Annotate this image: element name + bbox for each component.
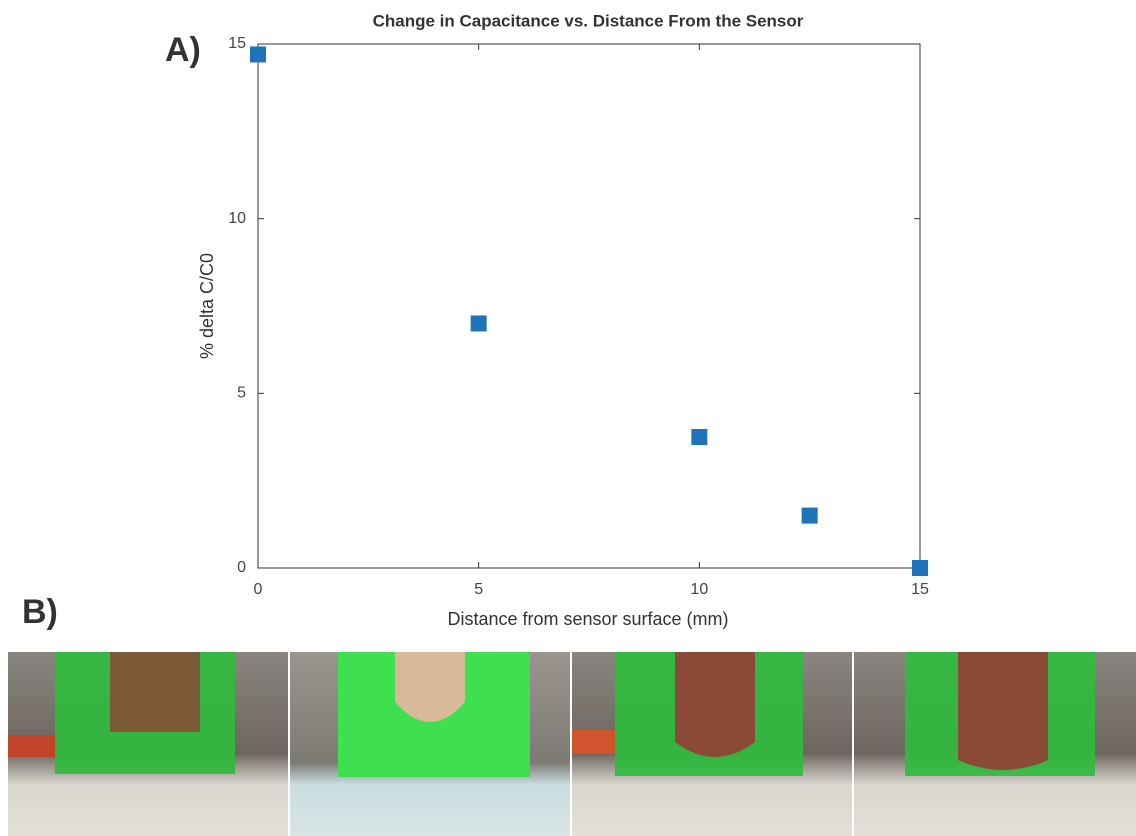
figure: A) B) Change in Capacitance vs. Distance… bbox=[0, 0, 1136, 836]
y-tick-label: 5 bbox=[237, 385, 246, 402]
photo bbox=[572, 652, 852, 836]
panel-label: B) bbox=[22, 593, 58, 631]
photo bbox=[854, 652, 1136, 836]
marker bbox=[802, 508, 818, 524]
marker bbox=[471, 315, 487, 331]
photo bbox=[290, 652, 570, 836]
marker bbox=[250, 46, 266, 62]
y-tick-label: 15 bbox=[228, 35, 246, 52]
y-axis-label: % delta C/C0 bbox=[197, 253, 217, 359]
x-axis-label: Distance from sensor surface (mm) bbox=[447, 609, 728, 629]
x-tick-label: 5 bbox=[474, 581, 483, 598]
x-tick-label: 0 bbox=[254, 581, 263, 598]
y-tick-label: 0 bbox=[237, 559, 246, 576]
plot-frame bbox=[258, 44, 920, 568]
marker bbox=[691, 429, 707, 445]
photo bbox=[8, 652, 288, 836]
chart-title: Change in Capacitance vs. Distance From … bbox=[373, 11, 804, 30]
x-tick-label: 15 bbox=[911, 581, 929, 598]
photos bbox=[8, 652, 1136, 836]
y-tick-label: 10 bbox=[228, 210, 246, 227]
x-tick-label: 10 bbox=[690, 581, 708, 598]
panel-label: A) bbox=[165, 31, 201, 69]
marker bbox=[912, 560, 928, 576]
